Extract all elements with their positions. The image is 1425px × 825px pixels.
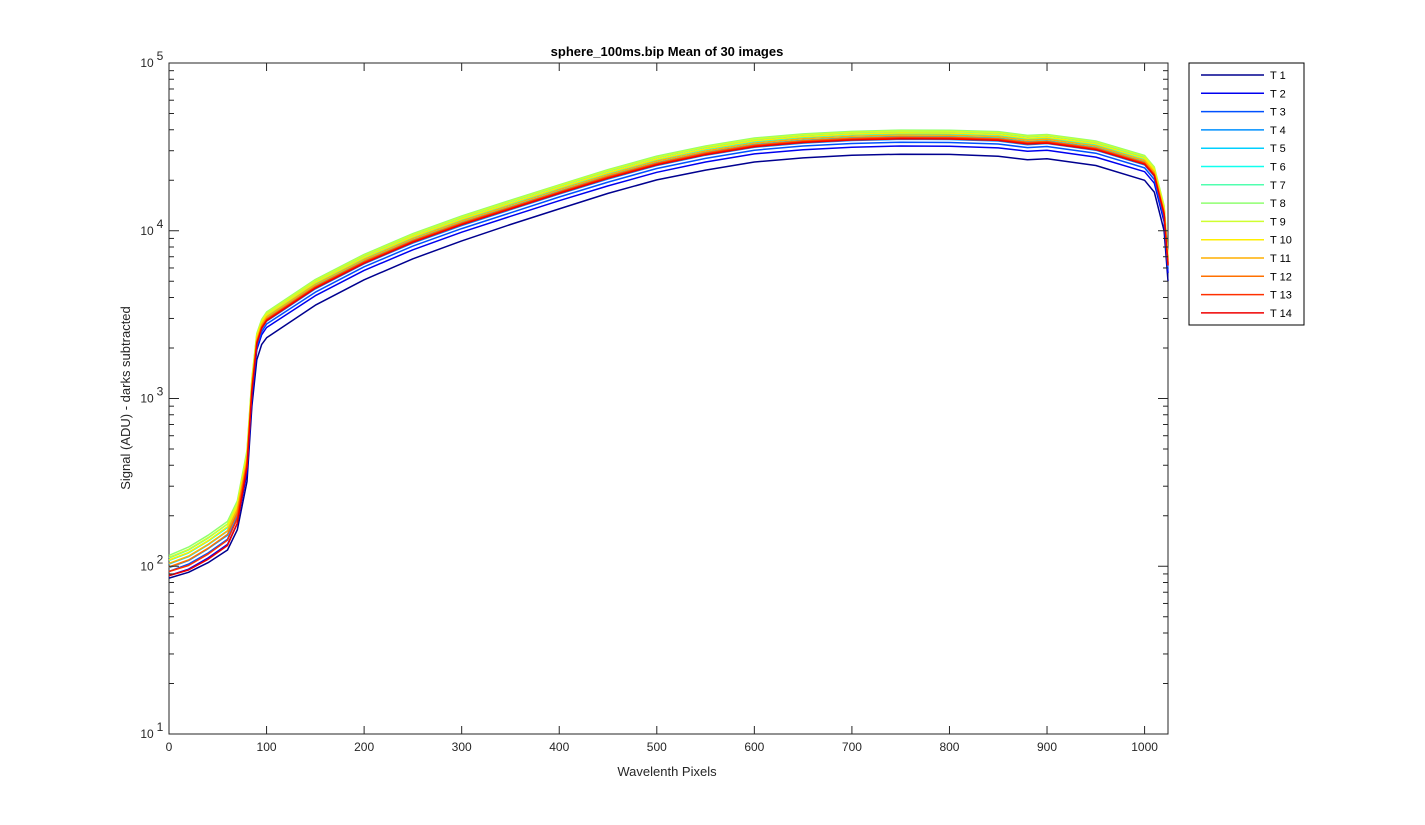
x-tick-label: 600 [744, 740, 764, 754]
legend-label: T 14 [1270, 308, 1292, 320]
legend-label: T 1 [1270, 70, 1286, 82]
x-axis: 0 100 200 300 400 500 600 700 800 900 1000 [166, 63, 1158, 754]
legend-label: T 3 [1270, 107, 1286, 119]
x-tick-label: 400 [549, 740, 569, 754]
x-tick-label: 200 [354, 740, 374, 754]
legend-label: T 13 [1270, 290, 1292, 302]
y-axis-title: Signal (ADU) - darks subtracted [118, 306, 133, 490]
x-tick-label: 1000 [1131, 740, 1158, 754]
y-tick-exponent: 5 [157, 49, 164, 63]
x-tick-label: 700 [842, 740, 862, 754]
legend-label: T 9 [1270, 216, 1286, 228]
x-tick-label: 300 [452, 740, 472, 754]
legend-label: T 7 [1270, 180, 1286, 192]
y-tick-label: 10 [140, 392, 154, 406]
y-tick-label: 10 [140, 727, 154, 741]
legend-label: T 2 [1270, 88, 1286, 100]
legend-label: T 8 [1270, 198, 1286, 210]
y-tick-exponent: 4 [157, 217, 164, 231]
series-line-14 [168, 138, 1169, 577]
x-tick-label: 100 [257, 740, 277, 754]
legend: T 1 T 2 T 3 T 4 T 5 T 6 T 7 T 8 T 9 T 10 T 11 T 12 T… [1188, 62, 1305, 326]
legend-box [1188, 62, 1305, 326]
x-tick-label: 900 [1037, 740, 1057, 754]
plot-area [168, 62, 1169, 735]
chart-title: sphere_100ms.bip Mean of 30 images [551, 44, 784, 59]
legend-label: T 6 [1270, 162, 1286, 174]
y-tick-label: 10 [140, 56, 154, 70]
legend-label: T 5 [1270, 143, 1286, 155]
y-tick-label: 10 [140, 559, 154, 573]
series-layer [168, 129, 1169, 579]
x-axis-title: Wavelenth Pixels [617, 764, 717, 779]
y-tick-exponent: 1 [157, 720, 164, 734]
legend-label: T 10 [1270, 235, 1292, 247]
legend-label: T 12 [1270, 271, 1292, 283]
legend-label: T 11 [1270, 253, 1291, 265]
y-tick-label: 10 [140, 224, 154, 238]
y-tick-exponent: 2 [157, 552, 164, 566]
legend-items: T 1 T 2 T 3 T 4 T 5 T 6 T 7 T 8 T 9 T 10 T 11 T 12 T… [1201, 70, 1292, 320]
legend-label: T 4 [1270, 125, 1286, 137]
x-tick-label: 500 [647, 740, 667, 754]
x-tick-label: 800 [939, 740, 959, 754]
y-tick-exponent: 3 [157, 385, 164, 399]
x-tick-label: 0 [166, 740, 173, 754]
